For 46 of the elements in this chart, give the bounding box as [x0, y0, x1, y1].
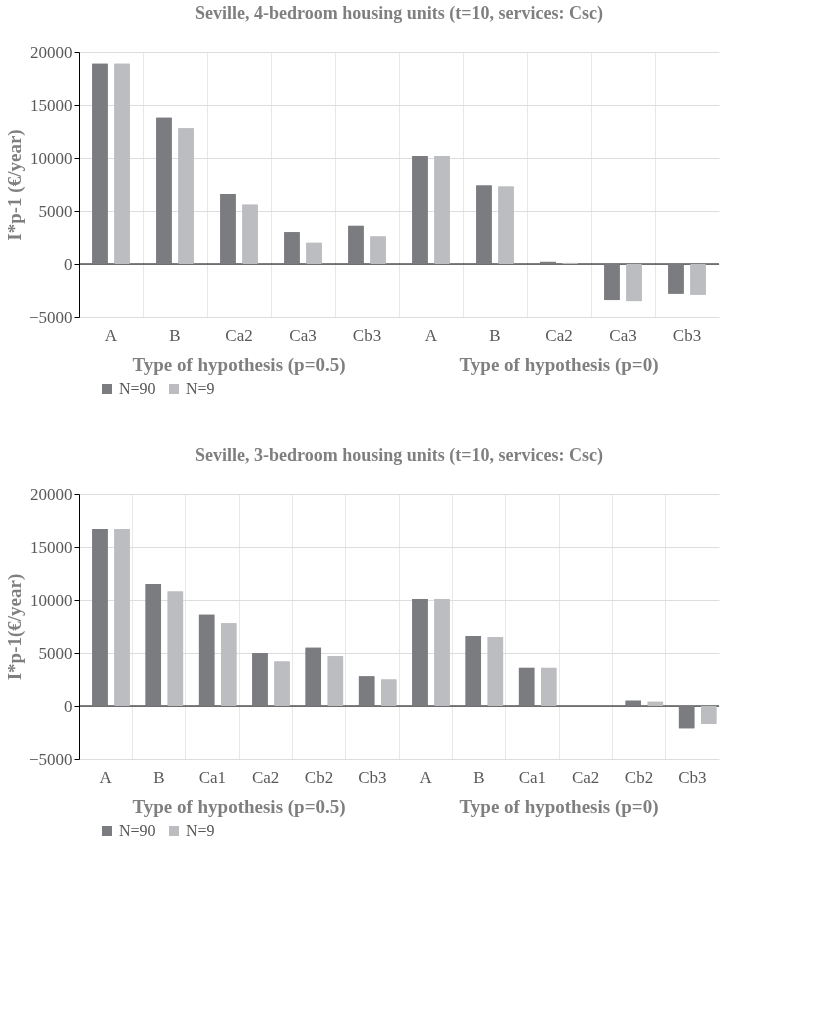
y-tick-label: 20000 — [30, 484, 73, 504]
x-tick-label: A — [424, 325, 438, 345]
y-tick-label: 0 — [64, 696, 73, 716]
x-tick-label: A — [99, 767, 113, 787]
y-axis-title: I*p-1(€/year) — [3, 573, 26, 681]
x-tick-label: Cb3 — [678, 767, 707, 787]
x-tick-label: B — [489, 325, 501, 345]
x-tick-label: Ca2 — [571, 767, 600, 787]
legend-label: N=9 — [186, 822, 215, 839]
y-tick-label: 5000 — [38, 643, 73, 663]
y-tick-label: 15000 — [30, 95, 73, 115]
x-tick-label: Ca1 — [518, 767, 547, 787]
x-tick-label: Cb2 — [624, 767, 654, 787]
text: Type of hypothesis (p=0.5) — [132, 796, 346, 818]
y-tick-label: 10000 — [30, 590, 73, 610]
x-tick-label: A — [104, 325, 118, 345]
x-tick-label: Cb3 — [358, 767, 387, 787]
legend-label: N=90 — [119, 380, 156, 397]
x-tick-label: Ca3 — [289, 325, 317, 345]
x-tick-label: Ca3 — [609, 325, 637, 345]
x-tick-label: B — [473, 767, 485, 787]
x-tick-label: Cb3 — [672, 325, 702, 345]
x-tick-label: Ca2 — [251, 767, 280, 787]
y-tick-label: 5000 — [38, 201, 73, 221]
legend-label: N=90 — [119, 822, 156, 839]
x-tick-label: B — [169, 325, 181, 345]
x-tick-label: Ca2 — [545, 325, 573, 345]
x-tick-label: Cb2 — [304, 767, 334, 787]
y-axis-title: I*p-1 (€/year) — [3, 129, 26, 241]
legend-label: N=9 — [186, 380, 215, 397]
y-tick-label: 20000 — [30, 42, 73, 62]
x-tick-label: Cb3 — [352, 325, 382, 345]
text: Type of hypothesis (p=0) — [459, 796, 659, 818]
y-tick-label: −5000 — [28, 749, 73, 769]
y-tick-label: 15000 — [30, 537, 73, 557]
text: Type of hypothesis (p=0) — [459, 354, 659, 376]
x-tick-label: B — [153, 767, 165, 787]
chart-title: Seville, 3-bedroom housing units (t=10, services: Csc) — [195, 445, 603, 466]
text: Type of hypothesis (p=0.5) — [132, 354, 346, 376]
y-tick-label: 10000 — [30, 148, 73, 168]
x-tick-label: A — [419, 767, 433, 787]
chart-title: Seville, 4-bedroom housing units (t=10, services: Csc) — [195, 3, 603, 24]
y-tick-label: −5000 — [28, 307, 73, 327]
y-tick-label: 0 — [64, 254, 73, 274]
x-tick-label: Ca1 — [198, 767, 227, 787]
x-tick-label: Ca2 — [225, 325, 253, 345]
